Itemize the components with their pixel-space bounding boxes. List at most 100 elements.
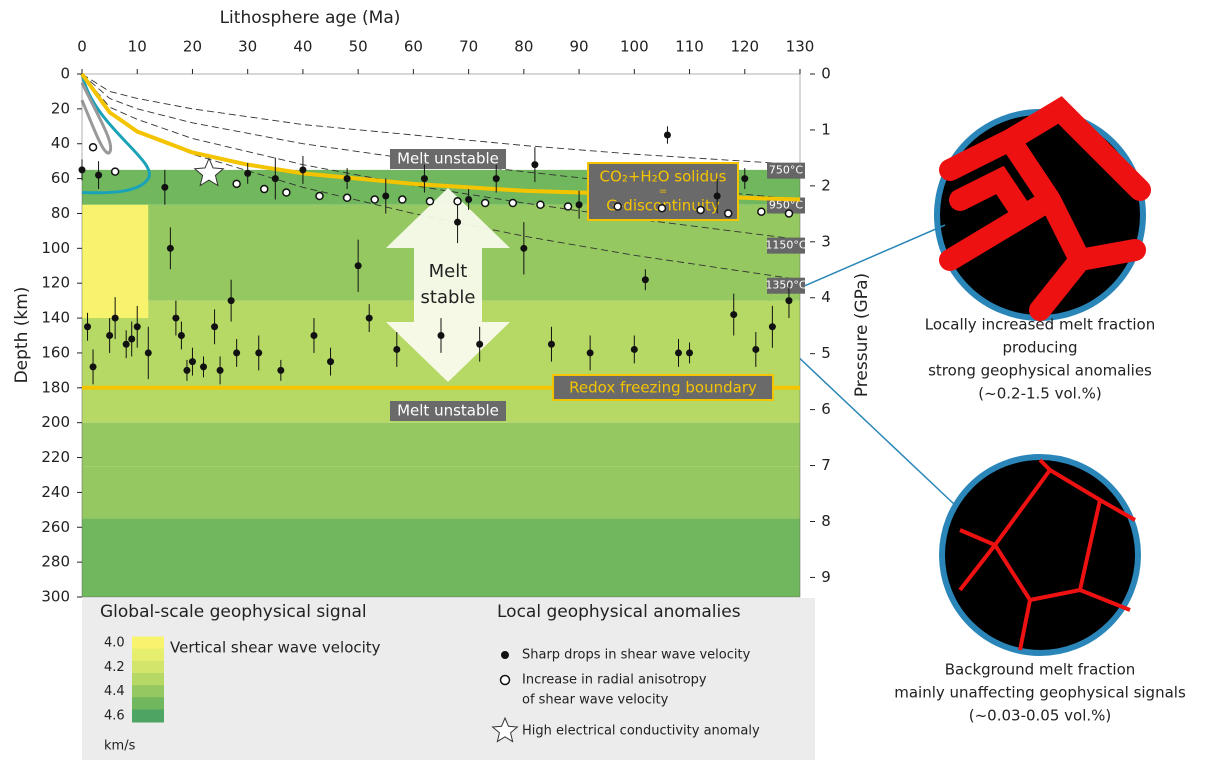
x-tick-label: 110 — [675, 38, 704, 56]
point — [508, 198, 518, 208]
y-tick-label: 40 — [51, 134, 70, 152]
legend-label: of shear wave velocity — [522, 693, 669, 708]
point — [244, 169, 252, 177]
point — [641, 276, 649, 284]
legend-title: Local geophysical anomalies — [497, 602, 741, 622]
point — [586, 349, 594, 357]
y2-tick-label: 9 — [821, 568, 831, 586]
isotherm-label: 1350°C — [765, 279, 806, 292]
legend-title: Global-scale geophysical signal — [100, 602, 367, 622]
melt-loop — [80, 82, 113, 155]
point — [784, 209, 794, 218]
point — [277, 366, 285, 374]
inset-caption: strong geophysical anomalies — [928, 362, 1152, 380]
colorbar-unit: km/s — [104, 739, 136, 754]
colorbar-tick-label: 4.2 — [104, 660, 125, 675]
point — [657, 203, 667, 213]
point — [133, 323, 141, 331]
velocity-layer — [82, 422, 800, 467]
point — [741, 175, 749, 183]
y-tick-label: 160 — [41, 343, 70, 361]
point — [310, 332, 318, 339]
isotherm-label: 750°C — [769, 164, 803, 177]
x-tick-label: 130 — [786, 38, 815, 56]
point — [84, 323, 92, 331]
y-axis-title: Depth (km) — [12, 287, 32, 384]
colorbar-swatch — [132, 697, 164, 711]
point — [465, 196, 473, 204]
point — [370, 195, 379, 204]
y-tick-label: 80 — [51, 204, 70, 222]
annotation: Melt unstable — [397, 150, 499, 168]
inset-2 — [939, 454, 1141, 656]
point — [343, 175, 351, 183]
isotherm-label: 950°C — [769, 199, 803, 212]
inset-caption: Locally increased melt fraction — [925, 316, 1155, 334]
velocity-layer — [82, 466, 800, 519]
point — [536, 200, 545, 209]
y-tick-label: 220 — [41, 448, 70, 466]
point — [95, 171, 103, 179]
legend-marker — [501, 651, 509, 659]
point — [89, 363, 97, 371]
point — [730, 311, 738, 319]
colorbar-tick-label: 4.0 — [104, 636, 125, 651]
legend-marker — [499, 674, 511, 686]
x-tick-label: 0 — [77, 38, 87, 56]
point — [630, 345, 638, 353]
point — [172, 314, 180, 322]
point — [315, 191, 324, 201]
point — [531, 161, 539, 169]
point — [106, 332, 114, 339]
point — [354, 262, 362, 270]
inset-caption: (~0.03-0.05 vol.%) — [969, 707, 1112, 725]
y-tick-label: 300 — [41, 588, 70, 606]
annotation-bg — [552, 374, 774, 401]
legend-label: Increase in radial anisotropy — [522, 673, 707, 688]
point — [233, 349, 241, 357]
point — [663, 131, 671, 139]
point — [216, 366, 224, 374]
colorbar-swatch — [132, 660, 164, 674]
point — [255, 349, 263, 357]
point — [613, 202, 622, 211]
point — [227, 297, 235, 305]
point — [547, 340, 555, 348]
point — [674, 349, 682, 357]
point — [420, 175, 428, 183]
x-axis-title: Lithosphere age (Ma) — [220, 8, 401, 28]
inset-caption: producing — [1002, 339, 1077, 357]
point — [520, 244, 528, 252]
annotation-bg — [390, 401, 506, 421]
point — [437, 332, 445, 339]
point — [193, 157, 225, 187]
point — [232, 179, 241, 189]
point — [271, 175, 279, 183]
velocity-layer — [82, 518, 800, 597]
point — [398, 195, 407, 204]
colorbar-swatch — [132, 636, 164, 650]
y-tick-label: 200 — [41, 413, 70, 431]
point — [696, 205, 705, 215]
y-tick-label: 0 — [60, 65, 70, 83]
point — [476, 340, 484, 348]
point — [183, 366, 191, 374]
colorbar-tick-label: 4.6 — [104, 709, 125, 724]
legend-panel — [82, 598, 815, 760]
point — [177, 332, 185, 339]
melt-stable-arrow — [386, 188, 510, 382]
colorbar-swatch — [132, 709, 164, 723]
point — [757, 207, 766, 216]
annotation: Redox freezing boundary — [569, 379, 757, 397]
point — [161, 183, 169, 191]
y2-tick-label: 3 — [821, 232, 831, 250]
point — [563, 202, 573, 211]
y-tick-label: 100 — [41, 239, 70, 257]
point — [110, 167, 120, 176]
isotherm-label: 1150°C — [765, 239, 806, 252]
point — [188, 358, 196, 366]
point — [425, 197, 435, 206]
y2-tick-label: 5 — [821, 344, 831, 362]
colorbar-swatch — [132, 673, 164, 686]
annotation: Melt unstable — [397, 402, 499, 420]
